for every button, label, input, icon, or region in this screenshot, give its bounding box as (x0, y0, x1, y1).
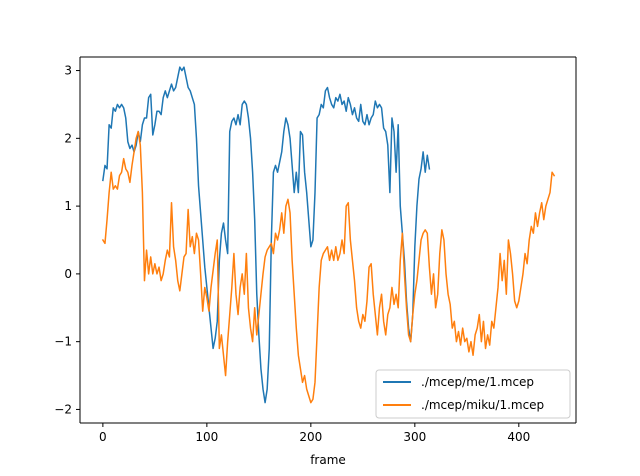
x-tick-label: 0 (99, 430, 107, 444)
y-tick-label: 0 (64, 267, 72, 281)
x-axis-ticks: 0 100 200 300 400 (99, 423, 530, 444)
y-tick-label: −1 (54, 335, 72, 349)
legend-box (375, 369, 571, 419)
series-layer (101, 66, 556, 404)
y-tick-label: 3 (64, 64, 72, 78)
y-tick-label: 2 (64, 131, 72, 145)
y-tick-label: −2 (54, 402, 72, 416)
x-tick-label: 100 (195, 430, 218, 444)
series-line-1 (101, 130, 556, 404)
legend-label-miku: ./mcep/miku/1.mcep (421, 398, 544, 412)
x-axis-label: frame (310, 453, 346, 467)
x-tick-label: 300 (403, 430, 426, 444)
y-tick-label: 1 (64, 199, 72, 213)
legend-label-me: ./mcep/me/1.mcep (421, 375, 534, 389)
x-tick-label: 200 (299, 430, 322, 444)
plot-area (80, 57, 576, 423)
series-line-0 (102, 66, 431, 404)
y-axis-ticks: −2 −1 0 1 2 3 (54, 64, 80, 416)
x-tick-label: 400 (507, 430, 530, 444)
legend: ./mcep/me/1.mcep ./mcep/miku/1.mcep (375, 369, 571, 419)
axes-frame (79, 56, 577, 424)
